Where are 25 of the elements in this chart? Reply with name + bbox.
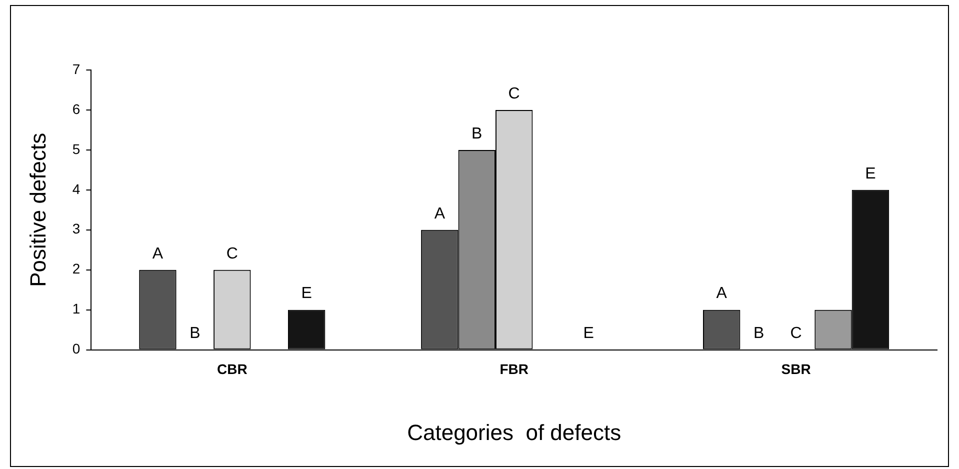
y-tick-label: 0	[72, 340, 80, 357]
x-tick-label: SBR	[781, 361, 811, 378]
series-label: C	[508, 85, 520, 102]
text: A	[434, 205, 445, 222]
x-tick-label: FBR	[500, 361, 528, 378]
x-axis-title: Categories of defects	[407, 420, 622, 445]
text: A	[716, 285, 727, 302]
y-axis-title: Positive defects	[25, 132, 50, 287]
series-label: B	[472, 125, 482, 142]
y-tick-label: 2	[72, 260, 80, 277]
series-label: E	[301, 285, 312, 302]
y-tick-label: 5	[72, 140, 80, 157]
y-tick-label: 3	[72, 220, 80, 237]
y-tick-label: 1	[72, 300, 80, 317]
series-label: A	[152, 245, 164, 262]
y-tick-label: 6	[72, 100, 80, 117]
x-tick-label: CBR	[216, 361, 248, 378]
text: E	[865, 165, 876, 182]
text: C	[790, 325, 802, 342]
text: C	[226, 245, 238, 262]
text: E	[583, 325, 594, 342]
y-tick-label: 4	[72, 180, 80, 197]
text: B	[753, 325, 764, 342]
text: B	[190, 325, 200, 342]
y-tick-label: 7	[72, 60, 80, 77]
